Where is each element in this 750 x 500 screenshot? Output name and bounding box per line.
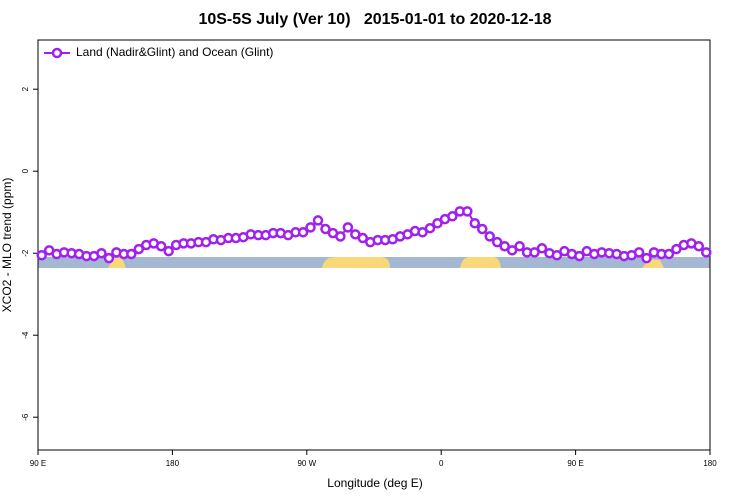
data-point [491, 236, 503, 248]
y-tick-label: -4 [21, 331, 30, 339]
x-tick-label: 90 E [567, 459, 583, 468]
x-tick-label: 180 [703, 459, 717, 468]
x-axis-label: Longitude (deg E) [327, 476, 422, 490]
y-axis-label: XCO2 - MLO trend (ppm) [0, 178, 14, 313]
data-point [693, 240, 705, 252]
x-tick-label: 90 W [297, 459, 316, 468]
x-tick-label: 90 E [30, 459, 46, 468]
y-tick-label: -2 [21, 249, 30, 257]
map-strip [38, 257, 710, 268]
data-point [671, 243, 682, 255]
x-tick-label: 0 [439, 459, 444, 468]
data-point [663, 248, 675, 260]
data-point [536, 243, 548, 254]
data-point [432, 218, 443, 229]
data-point [641, 252, 652, 264]
data-point [305, 222, 316, 233]
data-point [499, 240, 510, 252]
data-point [357, 232, 369, 244]
data-point [103, 252, 115, 264]
data-point [312, 215, 324, 226]
data-point [297, 227, 309, 238]
data-point [335, 231, 346, 242]
y-tick-label: -6 [21, 413, 30, 421]
plot-frame [37, 39, 711, 451]
land [642, 259, 664, 268]
data-point [529, 247, 540, 258]
data-point [126, 248, 137, 260]
data-point [424, 222, 436, 234]
chart-title: 10S-5S July (Ver 10) 2015-01-01 to 2020-… [198, 11, 551, 28]
data-point [342, 222, 354, 233]
data-point [320, 223, 331, 235]
legend-label: Land (Nadir&Glint) and Ocean (Glint) [76, 45, 273, 59]
data-point [36, 250, 47, 261]
data-point [701, 247, 712, 258]
data-point [155, 240, 167, 252]
data-point [551, 250, 563, 261]
land [460, 257, 501, 268]
legend-marker [51, 47, 63, 59]
data-point [417, 227, 428, 238]
data-point [133, 243, 145, 255]
x-tick-label: 180 [166, 459, 180, 468]
land [322, 257, 390, 268]
data-point [469, 218, 481, 229]
data-point [574, 250, 585, 262]
data-point [484, 231, 495, 242]
data-point [462, 206, 473, 217]
data-point [514, 240, 525, 252]
data-point [163, 245, 174, 257]
y-tick-label: 0 [21, 168, 30, 173]
data-point [477, 223, 488, 235]
y-tick-label: 2 [21, 86, 30, 91]
data-point [506, 245, 518, 256]
data-point [447, 211, 458, 222]
data-point [633, 247, 645, 258]
data-point [96, 247, 107, 259]
